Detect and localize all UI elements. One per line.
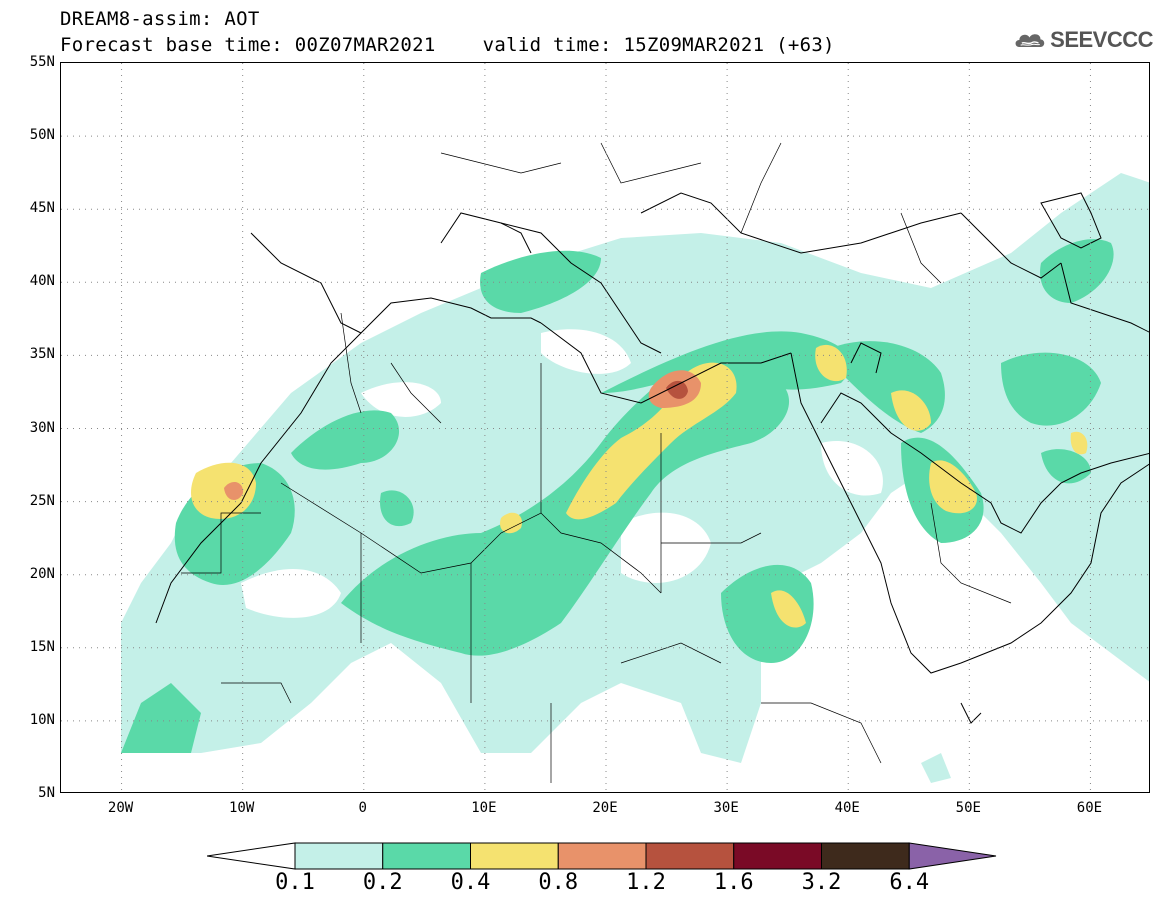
lat-tick-label: 40N: [29, 273, 55, 290]
colorbar-tick-label: 0.1: [275, 870, 315, 895]
colorbar-tick-label: 1.2: [626, 870, 666, 895]
coastlines: [155, 192, 1149, 724]
lat-tick-label: 20N: [29, 565, 55, 582]
colorbar-bin: [294, 842, 384, 870]
colorbar-tick-label: 6.4: [889, 870, 930, 895]
lat-tick-label: 5N: [38, 785, 55, 801]
lat-tick-label: 45N: [29, 200, 55, 217]
lon-tick-label: 0: [358, 800, 367, 816]
colorbar-tick-label: 1.6: [713, 870, 754, 895]
colorbar-bin: [557, 842, 647, 870]
lat-tick-label: 50N: [29, 127, 55, 144]
colorbar-tick-label: 0.4: [450, 870, 491, 895]
lat-tick-label: 15N: [29, 638, 55, 655]
lat-tick-label: 55N: [29, 54, 55, 70]
forecast-base-time: Forecast base time: 00Z07MAR2021: [60, 34, 436, 56]
lon-tick-label: 10E: [471, 800, 497, 816]
colorbar-bin: [382, 842, 471, 870]
lon-tick-label: 20E: [592, 800, 618, 816]
cloud-icon: [1015, 34, 1045, 48]
map-title: DREAM8-assim: AOT: [60, 8, 260, 30]
valid-time: valid time: 15Z09MAR2021 (+63): [482, 34, 835, 56]
colorbar: [207, 842, 997, 870]
colorbar-bin: [733, 842, 822, 870]
lat-tick-label: 30N: [29, 419, 55, 436]
lon-tick-label: 10W: [229, 800, 255, 816]
lon-tick-label: 30E: [713, 800, 739, 816]
colorbar-tick-label: 0.8: [538, 870, 579, 895]
lon-tick-label: 40E: [834, 800, 860, 816]
lat-tick-label: 10N: [29, 711, 55, 728]
colorbar-tick-label: 3.2: [801, 870, 842, 895]
country-borders: [181, 142, 1012, 783]
colorbar-tick-label: 0.2: [362, 870, 403, 895]
lat-tick-label: 25N: [29, 492, 55, 509]
colorbar-bin: [470, 842, 559, 870]
colorbar-bin: [645, 842, 735, 870]
colorbar-bin: [821, 842, 910, 870]
colorbar-over-triangle: [908, 842, 997, 870]
lon-tick-label: 20W: [107, 800, 134, 816]
map-subtitle: Forecast base time: 00Z07MAR2021 valid t…: [60, 34, 835, 56]
lat-tick-label: 35N: [29, 346, 55, 363]
colorbar-under-triangle: [207, 842, 296, 870]
lon-tick-label: 50E: [955, 800, 981, 816]
lon-tick-label: 60E: [1076, 800, 1103, 816]
aot-field-1.2-1.6: [666, 380, 688, 399]
aot-map: [60, 62, 1150, 793]
seevccc-logo: SEEVCCC: [1013, 24, 1153, 56]
logo-text: SEEVCCC: [1050, 27, 1153, 52]
aot-field-0.4-0.8: [191, 344, 1088, 628]
